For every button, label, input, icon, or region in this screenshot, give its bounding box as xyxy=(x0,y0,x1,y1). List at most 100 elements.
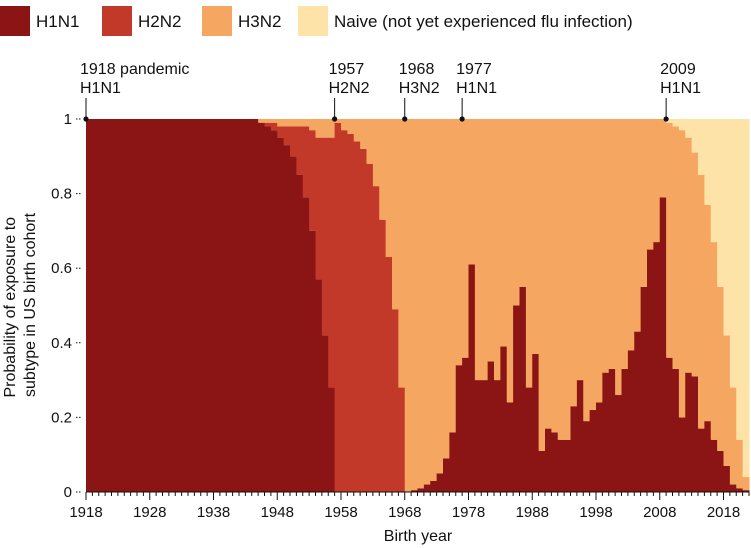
x-tick-label-1998: 1998 xyxy=(579,504,612,521)
bar-h1n1-1974 xyxy=(443,458,450,492)
bar-naive-2017 xyxy=(717,119,724,287)
bar-h3n2-2002 xyxy=(621,119,629,369)
bar-h1n1-1931 xyxy=(168,119,176,492)
bar-h1n1-1925 xyxy=(130,119,138,492)
bar-h3n2-2019 xyxy=(729,387,737,485)
bar-h2n2-1948 xyxy=(277,126,285,138)
annotations-layer: 1918 pandemic H1N1 1957 H2N2 1968 H3N2 1977 H1N… xyxy=(80,61,701,122)
bar-h3n2-2005 xyxy=(640,119,648,287)
bar-h1n1-2004 xyxy=(634,331,642,492)
bar-h3n2-1979 xyxy=(474,119,482,381)
bar-h1n1-1948 xyxy=(277,137,285,492)
bar-h3n2-1999 xyxy=(602,119,610,373)
bar-naive-2010 xyxy=(672,119,680,127)
bar-h3n2-2010 xyxy=(672,126,680,369)
annotation-1968: 1968 H3N2 xyxy=(399,61,440,122)
bar-h3n2-1946 xyxy=(264,119,272,123)
bar-h1n1-1952 xyxy=(302,197,310,492)
bar-h3n2-2021 xyxy=(742,477,750,491)
bar-h1n1-1986 xyxy=(519,286,527,492)
bar-h1n1-1950 xyxy=(290,156,297,493)
annotation-2009: 2009 H1N1 xyxy=(660,61,701,122)
bar-h3n2-1986 xyxy=(519,119,527,287)
bar-h1n1-1947 xyxy=(270,130,278,492)
annotation-label-line: 2009 xyxy=(660,61,696,78)
y-axis-title-line-1: Probability of exposure to xyxy=(2,217,19,398)
bar-h1n1-1996 xyxy=(583,421,591,492)
bar-h3n2-1966 xyxy=(392,119,399,310)
bar-h3n2-1975 xyxy=(449,119,457,433)
legend-label: H3N2 xyxy=(238,12,282,31)
bar-h1n1-1928 xyxy=(149,119,157,492)
bar-h3n2-1969 xyxy=(411,119,418,491)
bar-h3n2-1994 xyxy=(570,119,578,407)
bar-h1n1-1977 xyxy=(462,357,469,492)
bar-h3n2-1980 xyxy=(481,119,489,381)
bar-h1n1-2003 xyxy=(627,350,635,492)
bar-h1n1-1975 xyxy=(449,432,457,492)
bar-h1n1-1972 xyxy=(430,480,438,492)
bar-h1n1-1938 xyxy=(213,119,221,492)
bar-h2n2-1956 xyxy=(328,137,336,388)
annotation-label-line: 1918 pandemic xyxy=(80,61,189,78)
bar-h1n1-1976 xyxy=(455,365,463,492)
y-axis-title-line-2: subtype in US birth cohort xyxy=(22,212,39,397)
bar-h3n2-2016 xyxy=(710,242,718,440)
bar-naive-2009 xyxy=(666,119,673,123)
bar-h1n1-1943 xyxy=(245,119,253,492)
x-tick-label-2008: 2008 xyxy=(643,504,676,521)
annotation-marker-dot xyxy=(663,116,669,122)
bar-h1n1-2006 xyxy=(647,249,654,492)
bar-h2n2-1959 xyxy=(347,133,355,493)
bar-h3n2-1951 xyxy=(296,119,304,127)
x-tick-label-1958: 1958 xyxy=(324,504,357,521)
bar-h2n2-1962 xyxy=(366,163,374,492)
bar-h3n2-1963 xyxy=(372,119,380,187)
bar-h1n1-1951 xyxy=(296,174,304,492)
bar-naive-2013 xyxy=(691,119,699,153)
bar-h1n1-1980 xyxy=(481,380,489,492)
bar-h3n2-1982 xyxy=(494,119,501,381)
bar-h1n1-1971 xyxy=(423,484,431,492)
bar-h1n1-2005 xyxy=(640,286,648,492)
bar-h3n2-1998 xyxy=(596,119,603,403)
x-tick-label-1928: 1928 xyxy=(133,504,166,521)
bar-h3n2-2012 xyxy=(685,137,693,373)
bar-h1n1-2011 xyxy=(678,417,686,492)
bar-h2n2-1965 xyxy=(385,257,393,492)
bar-h1n1-2008 xyxy=(659,197,667,492)
bar-h1n1-1978 xyxy=(468,264,476,492)
legend-swatch xyxy=(0,6,30,36)
bar-h1n1-1937 xyxy=(207,119,214,492)
bar-h3n2-1945 xyxy=(258,119,265,123)
bar-h1n1-1942 xyxy=(239,119,246,492)
x-tick-label-2018: 2018 xyxy=(707,504,740,521)
bar-h3n2-1991 xyxy=(551,119,559,433)
bar-h2n2-1950 xyxy=(290,126,297,157)
bar-h3n2-1984 xyxy=(506,119,514,403)
annotation-1957: 1957 H2N2 xyxy=(329,61,370,122)
bar-h1n1-1981 xyxy=(487,361,495,492)
bar-h1n1-2017 xyxy=(717,450,724,492)
bar-h1n1-1923 xyxy=(117,119,125,492)
bar-h3n2-1961 xyxy=(360,119,367,149)
bar-h1n1-1945 xyxy=(258,122,265,492)
bar-h2n2-1957 xyxy=(334,122,342,492)
bar-h1n1-1992 xyxy=(557,439,565,492)
bar-naive-2020 xyxy=(736,119,744,440)
axes-layer: 1918 1928 1938 1948 1958 1968 1978 1988 1998 2008… xyxy=(51,111,750,521)
bar-h1n1-1989 xyxy=(538,450,546,492)
bar-h3n2-1955 xyxy=(321,119,329,138)
bar-h1n1-1940 xyxy=(226,119,234,492)
bar-h1n1-1988 xyxy=(532,353,540,492)
bar-h3n2-1988 xyxy=(532,119,540,354)
bar-h3n2-1977 xyxy=(462,119,469,358)
bar-naive-2019 xyxy=(729,119,737,388)
bar-h3n2-1973 xyxy=(436,119,444,474)
bar-h3n2-2017 xyxy=(717,286,724,451)
y-tick-label-0-4: 0.4 xyxy=(51,335,72,352)
annotation-1918: 1918 pandemic H1N1 xyxy=(80,61,189,122)
bar-h1n1-1953 xyxy=(309,230,316,492)
annotation-label-line: H1N1 xyxy=(456,80,497,97)
